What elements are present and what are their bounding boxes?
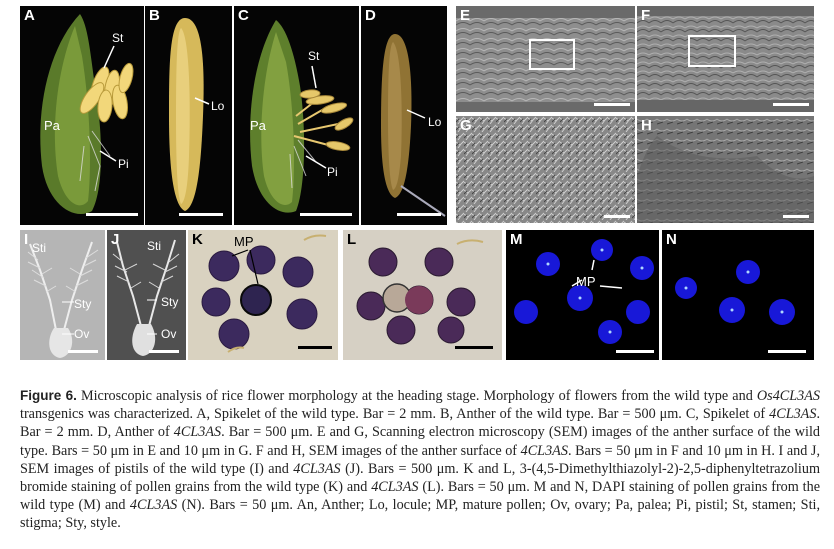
panel-m: M MP xyxy=(506,230,659,360)
mtt-pollen-4cl3as-image xyxy=(356,239,484,345)
panel-label: E xyxy=(460,7,471,24)
panel-label: N xyxy=(666,231,677,248)
scale-bar xyxy=(300,213,352,216)
panel-label: K xyxy=(192,231,203,248)
style-label: Sty xyxy=(74,297,92,311)
panel-label: L xyxy=(347,231,357,248)
scale-bar xyxy=(397,213,441,216)
stigma-label: Sti xyxy=(147,239,162,253)
panel-a: A St Pa Pi xyxy=(20,6,144,225)
panel-label: A xyxy=(24,7,35,24)
locule-label: Lo xyxy=(211,99,225,113)
panel-label: H xyxy=(641,117,652,134)
panel-label: F xyxy=(641,7,651,24)
panel-label: J xyxy=(111,231,120,248)
spikelet-4cl3as-image xyxy=(250,20,354,213)
sem-anther-4cl3as-image xyxy=(637,6,814,112)
caption-italic-term: 4CL3AS xyxy=(293,460,341,477)
panel-label: G xyxy=(460,117,472,134)
caption-text: Microscopic analysis of rice flower morp… xyxy=(76,388,757,404)
panel-label: D xyxy=(365,7,376,24)
style-label: Sty xyxy=(161,295,179,309)
stigma-label: Sti xyxy=(32,241,47,255)
ovary-label: Ov xyxy=(74,327,90,341)
spikelet-wild-type-image xyxy=(40,14,134,214)
panel-h: H xyxy=(637,116,814,223)
scale-bar xyxy=(455,346,493,349)
panel-label: B xyxy=(149,7,160,24)
sem-anther-surface-wild-type-image xyxy=(456,116,635,223)
sem-pistil-4cl3as-image xyxy=(112,239,180,356)
panel-label: C xyxy=(238,7,249,24)
panel-d: D Lo xyxy=(361,6,447,225)
caption-italic-term: Os4CL3AS xyxy=(756,388,820,404)
mature-pollen-label: MP xyxy=(576,274,596,289)
caption-text: . Bar = 500 μm. E and G, Scanning electr… xyxy=(20,424,820,459)
caption-text: transgenics was characterized. A, Spikel… xyxy=(20,406,770,423)
stamen-label: St xyxy=(308,49,320,63)
panel-f: F xyxy=(637,6,814,112)
ovary-label: Ov xyxy=(161,327,177,341)
scale-bar xyxy=(773,103,809,106)
mature-pollen-label: MP xyxy=(234,234,254,249)
mtt-pollen-wild-type-image xyxy=(201,234,327,353)
caption-text: . Bars = 50 μm in F and 10 μm in H. I an… xyxy=(20,442,820,477)
dapi-pollen-wild-type-image xyxy=(514,239,654,344)
scale-bar xyxy=(179,213,223,216)
scale-bar xyxy=(616,350,654,353)
panel-e: E xyxy=(456,6,635,112)
caption-italic-term: 4CL3AS xyxy=(371,479,419,496)
panel-n: N xyxy=(662,230,814,360)
sem-anther-surface-4cl3as-image xyxy=(637,116,814,223)
caption-italic-term: 4CL3AS xyxy=(769,406,817,423)
scale-bar xyxy=(768,350,806,353)
pistil-label: Pi xyxy=(327,165,338,179)
sem-pistil-wild-type-image xyxy=(27,241,99,358)
scale-bar xyxy=(594,103,630,106)
locule-label: Lo xyxy=(428,115,442,129)
anther-wild-type-image xyxy=(169,18,210,211)
palea-label: Pa xyxy=(44,118,60,133)
caption-italic-term: 4CL3AS xyxy=(520,442,568,459)
caption-text: (N). Bars = 50 μm. An, Anther; Lo, locul… xyxy=(20,497,820,532)
panel-j: J Sti Sty Ov xyxy=(107,230,186,360)
caption-body: Microscopic analysis of rice flower morp… xyxy=(20,388,820,531)
anther-4cl3as-image xyxy=(381,34,446,217)
scale-bar xyxy=(149,350,179,353)
scale-bar xyxy=(68,350,98,353)
panel-label: M xyxy=(510,231,523,248)
panel-k: K MP xyxy=(188,230,338,360)
panel-label: I xyxy=(24,231,29,248)
panel-g: G xyxy=(456,116,635,223)
panel-c: C St Pa Pi xyxy=(234,6,359,225)
sem-anther-wild-type-image xyxy=(456,6,635,112)
caption-text: (J). Bars = 500 μm. K and L, 3-(4,5-Dime… xyxy=(20,460,821,496)
caption-text: (L). Bars = 50 μm. M and N, DAPI stainin… xyxy=(20,479,820,514)
pistil-label: Pi xyxy=(118,157,129,171)
stamen-label: St xyxy=(112,31,124,45)
scale-bar xyxy=(783,215,809,218)
figure-label: Figure 6. xyxy=(20,388,77,403)
dapi-pollen-4cl3as-image xyxy=(675,260,795,325)
caption-italic-term: 4CL3AS xyxy=(173,424,222,441)
panel-l: L xyxy=(343,230,502,360)
panel-i: I Sti Sty Ov xyxy=(20,230,105,360)
figure-caption: Figure 6. Microscopic analysis of rice f… xyxy=(20,387,820,533)
panel-b: B Lo xyxy=(145,6,232,225)
scale-bar xyxy=(604,215,630,218)
scale-bar xyxy=(298,346,332,349)
palea-label: Pa xyxy=(250,118,266,133)
scale-bar xyxy=(86,213,138,216)
caption-italic-term: 4CL3AS xyxy=(129,497,178,514)
caption-text: . Bar = 2 mm. D, Anther of xyxy=(20,406,820,441)
